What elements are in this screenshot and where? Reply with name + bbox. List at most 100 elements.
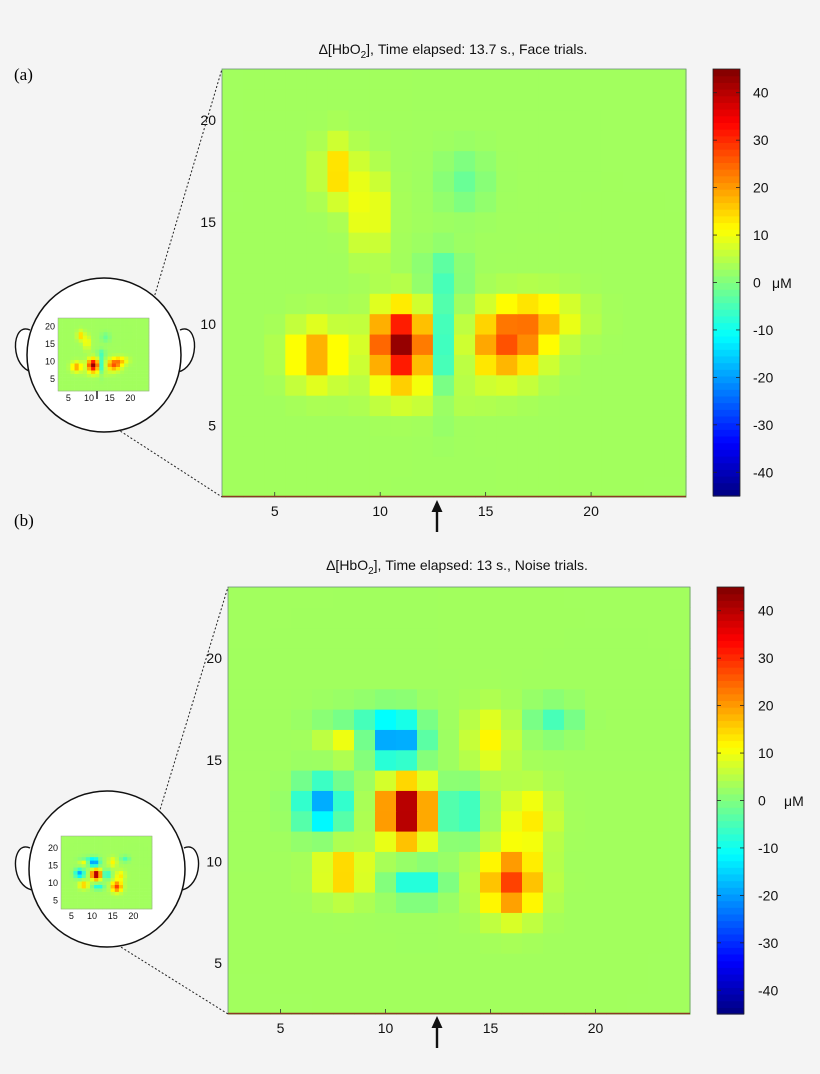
- inset-cell: [124, 387, 129, 392]
- heatmap-cell: [643, 69, 666, 90]
- heatmap-cell: [622, 456, 645, 478]
- heatmap-cell: [496, 232, 518, 254]
- x-tick-label: 5: [277, 1020, 285, 1036]
- heatmap-cell: [411, 313, 434, 335]
- heatmap-cell: [249, 790, 271, 812]
- inset-cell: [135, 902, 140, 906]
- inset-cell: [70, 338, 75, 343]
- heatmap-cell: [327, 415, 350, 437]
- heatmap-cell: [475, 252, 497, 274]
- inset-cell: [74, 338, 79, 343]
- inset-cell: [147, 836, 153, 840]
- heatmap-cell: [517, 211, 539, 233]
- heatmap-cell: [627, 648, 649, 669]
- colorbar-segment: [713, 449, 740, 457]
- heatmap-cell: [312, 892, 334, 913]
- inset-cell: [58, 366, 63, 371]
- inset-cell: [102, 853, 107, 858]
- panel-a-arrow-head: [431, 500, 443, 512]
- inset-cell: [127, 891, 132, 896]
- inset-cell: [139, 839, 145, 844]
- inset-cell: [58, 384, 63, 388]
- heatmap-cell: [501, 993, 523, 1015]
- heatmap-cell: [306, 395, 329, 417]
- heatmap-cell: [333, 749, 355, 771]
- inset-cell: [115, 321, 121, 326]
- heatmap-cell: [648, 871, 670, 893]
- heatmap-cell: [243, 333, 265, 355]
- heatmap-cell: [222, 333, 244, 355]
- heatmap-cell: [496, 191, 518, 213]
- heatmap-cell: [585, 871, 607, 893]
- heatmap-cell: [522, 607, 544, 629]
- heatmap-cell: [348, 374, 371, 396]
- heatmap-cell: [517, 354, 539, 376]
- inset-cell: [81, 874, 87, 879]
- inset-cell: [62, 384, 67, 388]
- panel-a-arrow-marker: [431, 500, 443, 532]
- colorbar-tick-label: 10: [758, 745, 774, 761]
- heatmap-cell: [522, 749, 544, 771]
- inset-cell: [123, 884, 128, 889]
- inset-cell: [111, 335, 117, 340]
- heatmap-cell: [375, 953, 397, 974]
- heatmap-cell: [222, 476, 244, 498]
- colorbar-segment: [717, 653, 744, 661]
- heatmap-cell: [601, 272, 624, 294]
- inset-cell: [85, 867, 91, 872]
- heatmap-cell: [285, 395, 307, 417]
- heatmap-cell: [564, 851, 586, 873]
- heatmap-cell: [306, 354, 329, 376]
- inset-cell: [111, 349, 117, 354]
- inset-cell: [123, 863, 128, 868]
- heatmap-cell: [606, 973, 628, 995]
- heatmap-cell: [228, 871, 250, 893]
- inset-cell: [78, 349, 84, 354]
- heatmap-cell: [585, 993, 607, 1015]
- heatmap-cell: [312, 810, 334, 832]
- heatmap-cell: [306, 252, 329, 274]
- heatmap-cell: [669, 648, 691, 669]
- inset-cell: [132, 321, 137, 326]
- heatmap-cell: [312, 668, 334, 690]
- inset-cell: [99, 370, 104, 374]
- heatmap-cell: [559, 395, 582, 417]
- heatmap-cell: [538, 313, 561, 335]
- inset-cell: [95, 359, 100, 364]
- inset-cell: [127, 874, 132, 879]
- heatmap-cell: [285, 313, 307, 335]
- inset-cell: [127, 902, 132, 906]
- inset-cell: [95, 338, 100, 343]
- inset-cell: [102, 891, 107, 896]
- heatmap-cell: [432, 476, 455, 498]
- heatmap-cell: [228, 973, 250, 995]
- inset-cell: [58, 370, 63, 374]
- heatmap-cell: [559, 374, 582, 396]
- heatmap-cell: [459, 851, 481, 873]
- inset-cell: [135, 836, 140, 840]
- inset-cell: [132, 328, 137, 333]
- heatmap-cell: [669, 810, 691, 832]
- heatmap-cell: [222, 435, 244, 457]
- heatmap-cell: [496, 69, 518, 90]
- heatmap-cell: [454, 89, 476, 111]
- heatmap-cell: [312, 709, 334, 730]
- heatmap-cell: [643, 109, 666, 131]
- heatmap-cell: [627, 871, 649, 893]
- inset-cell: [118, 836, 124, 840]
- colorbar-tick-label: 0: [753, 275, 761, 291]
- inset-cell: [69, 902, 74, 906]
- inset-cell: [114, 905, 120, 910]
- inset-cell: [127, 895, 132, 899]
- inset-cell: [131, 877, 136, 882]
- inset-cell: [77, 888, 82, 892]
- panel-a-title: Δ[HbO2], Time elapsed: 13.7 s., Face tri…: [319, 41, 588, 61]
- inset-cell: [111, 384, 117, 388]
- heatmap-cell: [522, 973, 544, 995]
- inset-cell: [128, 387, 133, 392]
- heatmap-cell: [417, 770, 439, 791]
- heatmap-cell: [369, 109, 392, 131]
- inset-cell: [70, 359, 75, 364]
- heatmap-cell: [222, 272, 244, 294]
